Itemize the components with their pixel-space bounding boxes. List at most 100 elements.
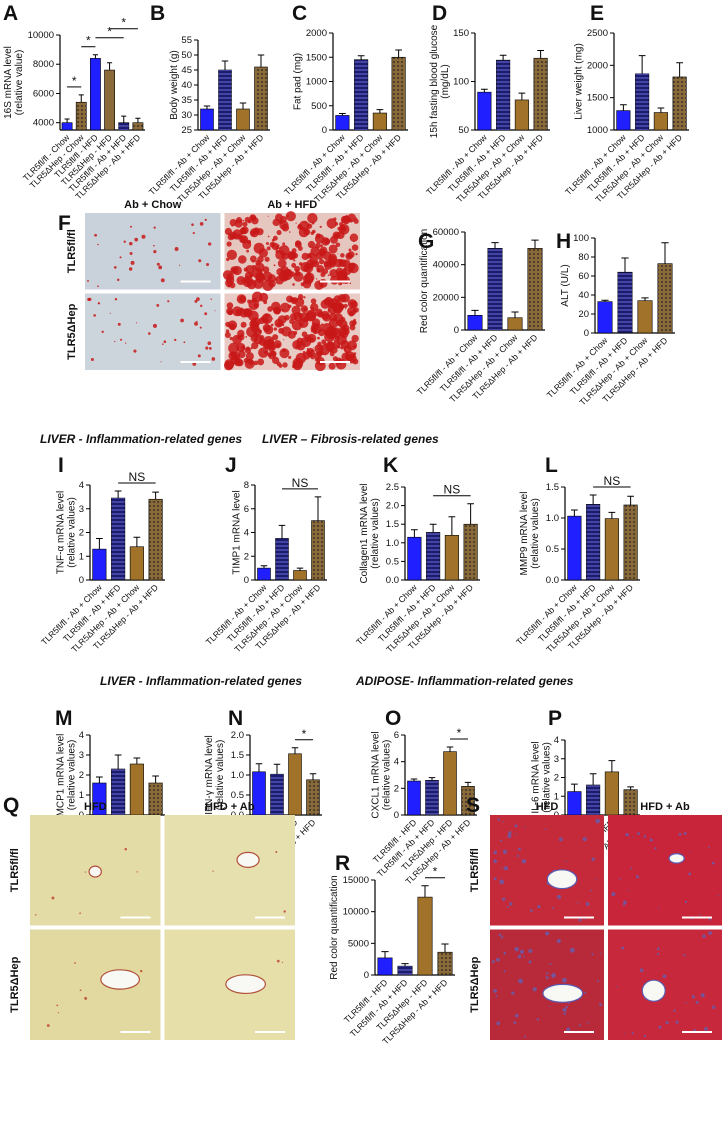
stain-spot (287, 350, 289, 352)
stain-spot (329, 260, 337, 268)
column-header: Ab + Chow (124, 199, 182, 211)
stain-spot (242, 308, 251, 317)
stain-spot (191, 223, 194, 226)
y-axis-label: (mg/dL) (440, 64, 451, 98)
stain-spot (179, 264, 181, 266)
stain-spot (558, 837, 563, 842)
error-bar (221, 60, 229, 70)
error-bar (638, 55, 646, 74)
y-tick-label: 30 (181, 110, 192, 121)
stain-spot (337, 299, 340, 303)
stain-spot (323, 259, 331, 268)
panel-letter: M (55, 707, 73, 730)
y-tick-label: 0 (454, 325, 459, 336)
y-tick-label: 8 (244, 480, 249, 491)
stain-spot (635, 875, 639, 879)
stain-spot (545, 931, 550, 936)
stain-spot (236, 359, 244, 367)
stain-spot (237, 329, 245, 338)
bar-texture (148, 499, 163, 580)
stain-spot (330, 275, 339, 285)
stain-spot (283, 910, 286, 913)
stain-spot (56, 1004, 59, 1007)
significance-label: * (302, 727, 307, 741)
y-tick-label: 10000 (28, 30, 54, 41)
stain-spot (153, 226, 156, 229)
stain-spot (649, 838, 653, 842)
stain-spot (242, 240, 252, 250)
y-axis-label: IFN-γ mRNA level (204, 735, 215, 814)
bar (236, 108, 250, 131)
stain-spot (678, 832, 682, 836)
stain-spot (282, 362, 288, 368)
bar-texture (461, 786, 475, 815)
y-axis-label: MMP9 mRNA level (519, 492, 530, 576)
y-tick-label: 2 (394, 783, 399, 794)
stain-spot (272, 235, 278, 241)
y-tick-label: 20000 (433, 292, 459, 303)
stain-spot (502, 821, 505, 823)
stain-spot (192, 362, 197, 366)
bar (514, 99, 529, 131)
stain-spot (568, 1002, 570, 1005)
error-bar (571, 783, 578, 792)
bar (104, 69, 115, 131)
stain-spot (224, 360, 234, 371)
stain-spot (656, 952, 660, 955)
stain-spot (315, 233, 321, 239)
y-axis-label: TIMP1 mRNA level (231, 490, 242, 574)
bar-texture (148, 783, 163, 815)
stain-spot (236, 294, 247, 304)
section-heading: LIVER - Inflammation-related genes (100, 674, 302, 688)
stain-spot (268, 346, 275, 353)
stain-spot (658, 1025, 662, 1029)
stain-spot (704, 1027, 708, 1031)
stain-spot (319, 351, 324, 355)
bar (372, 112, 387, 131)
error-bar (441, 943, 449, 953)
stain-spot (586, 1021, 589, 1024)
stain-spot (270, 323, 274, 327)
stain-spot (268, 351, 277, 360)
y-tick-label: 6000 (33, 88, 54, 99)
error-bar (78, 94, 84, 103)
stain-spot (343, 275, 347, 278)
bar-texture (218, 70, 232, 130)
y-tick-label: 0 (322, 125, 327, 136)
bar (407, 536, 422, 581)
stain-spot (329, 269, 338, 278)
stain-spot (699, 914, 701, 916)
stain-spot (242, 221, 248, 227)
stain-spot (160, 278, 165, 283)
stain-spot (519, 949, 525, 954)
stain-spot (255, 296, 258, 299)
error-bar (376, 109, 384, 114)
error-bar (428, 777, 436, 781)
stain-spot (90, 358, 94, 362)
bar-texture (672, 76, 687, 130)
bar-texture (270, 774, 284, 815)
stain-spot (304, 342, 306, 344)
bar (444, 535, 459, 581)
stain-spot (160, 361, 162, 363)
stain-spot (349, 320, 356, 327)
stain-spot (228, 351, 238, 361)
stain-spot (125, 342, 127, 344)
y-tick-label: 40 (181, 80, 192, 91)
stain-spot (569, 947, 575, 953)
stain-spot (712, 1005, 716, 1009)
bar-texture (657, 263, 673, 333)
stain-spot (242, 219, 245, 222)
stain-spot (493, 859, 498, 864)
stain-spot (109, 312, 111, 314)
y-tick-label: 1000 (306, 77, 327, 88)
stain-spot (293, 271, 304, 282)
stain-spot (210, 298, 212, 300)
stain-spot (551, 973, 556, 978)
significance-label: NS (444, 483, 461, 497)
stain-spot (695, 1000, 699, 1004)
stain-spot (192, 231, 195, 235)
bar-texture (426, 532, 440, 580)
error-bar (627, 495, 634, 505)
micrograph (85, 213, 221, 290)
